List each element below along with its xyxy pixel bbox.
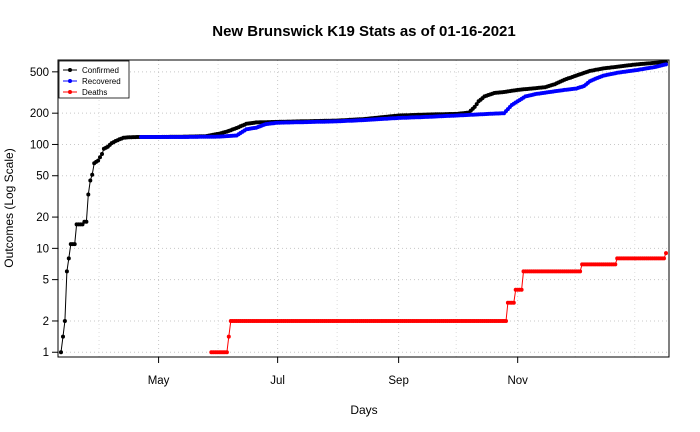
legend-label-deaths: Deaths <box>82 88 107 97</box>
legend-marker-deaths <box>68 90 72 94</box>
data-point-confirmed <box>90 172 95 177</box>
series-points <box>59 60 668 355</box>
data-point-confirmed <box>474 102 479 107</box>
data-point-confirmed <box>66 256 71 261</box>
y-tick-label: 200 <box>30 108 49 120</box>
legend-marker-recovered <box>68 79 72 83</box>
x-tick-label: Nov <box>507 375 528 387</box>
data-point-confirmed <box>61 334 65 339</box>
data-point-confirmed <box>72 242 77 247</box>
data-point-deaths <box>226 334 231 339</box>
data-point-deaths <box>519 287 524 292</box>
data-point-recovered <box>664 62 668 67</box>
y-tick-label: 50 <box>36 171 49 183</box>
x-tick-label: May <box>148 375 170 387</box>
data-point-confirmed <box>88 178 93 183</box>
legend-label-recovered: Recovered <box>82 77 121 86</box>
x-axis: May Jul Sep Nov <box>148 356 528 387</box>
data-point-confirmed <box>472 104 477 109</box>
x-tick-label: Jul <box>270 375 285 387</box>
data-point-deaths <box>511 300 516 305</box>
data-point-confirmed <box>98 155 102 160</box>
data-point-confirmed <box>59 350 63 355</box>
plot-frame <box>57 59 670 358</box>
data-point-deaths <box>662 256 666 261</box>
data-point-deaths <box>664 251 668 256</box>
series-line-recovered <box>141 63 667 138</box>
data-point-deaths <box>578 269 583 274</box>
legend: Confirmed Recovered Deaths <box>58 60 130 99</box>
y-tick-label: 500 <box>30 67 49 79</box>
data-point-confirmed <box>62 319 67 323</box>
y-tick-label: 10 <box>36 243 49 255</box>
data-point-confirmed <box>64 269 69 274</box>
data-point-confirmed <box>100 152 104 156</box>
data-point-deaths <box>504 319 508 323</box>
y-axis: 1 2 5 10 20 50 100 200 500 <box>30 67 59 359</box>
x-tick-label: Sep <box>388 375 408 387</box>
y-axis-label: Outcomes (Log Scale) <box>2 148 16 267</box>
y-tick-label: 5 <box>43 275 49 287</box>
data-point-deaths <box>613 262 618 267</box>
chart-title: New Brunswick K19 Stats as of 01-16-2021 <box>212 23 515 40</box>
y-tick-label: 1 <box>43 347 49 359</box>
data-point-confirmed <box>86 192 91 197</box>
data-point-deaths <box>224 350 229 355</box>
series-line-deaths <box>211 252 667 353</box>
data-point-confirmed <box>96 158 101 163</box>
y-tick-label: 20 <box>36 212 49 224</box>
grid <box>58 60 669 357</box>
data-point-confirmed <box>84 219 89 224</box>
y-tick-label: 2 <box>43 316 49 328</box>
legend-label-confirmed: Confirmed <box>82 66 119 75</box>
y-tick-label: 100 <box>30 139 49 151</box>
x-axis-label: Days <box>350 403 377 417</box>
legend-marker-confirmed <box>68 68 72 72</box>
